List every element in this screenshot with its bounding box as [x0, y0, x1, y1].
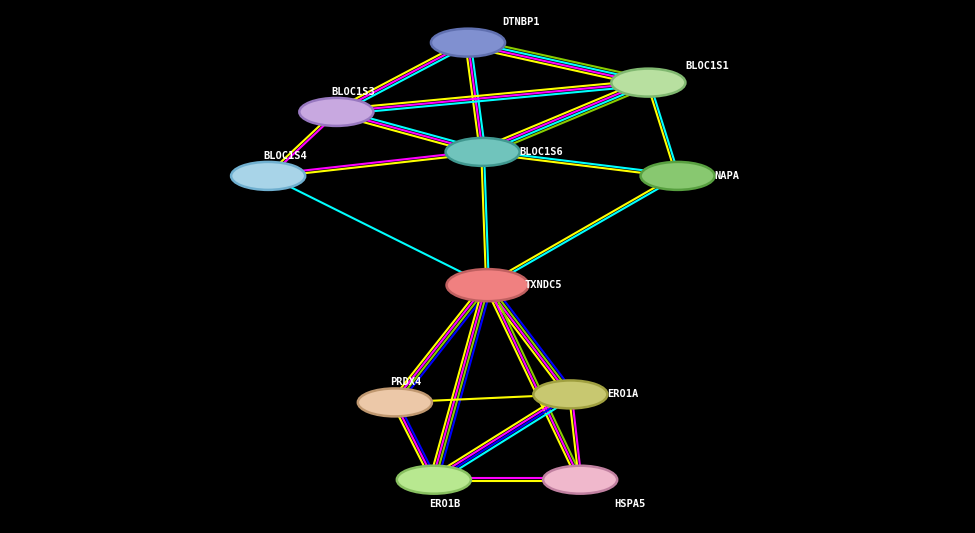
Text: TXNDC5: TXNDC5 — [525, 280, 562, 290]
Text: DTNBP1: DTNBP1 — [502, 18, 539, 27]
Ellipse shape — [611, 69, 685, 96]
Text: ERO1B: ERO1B — [429, 499, 460, 508]
Ellipse shape — [358, 389, 432, 416]
Ellipse shape — [299, 98, 373, 126]
Text: BLOC1S3: BLOC1S3 — [332, 87, 375, 96]
Ellipse shape — [397, 466, 471, 494]
Ellipse shape — [543, 466, 617, 494]
Ellipse shape — [231, 162, 305, 190]
Text: HSPA5: HSPA5 — [614, 499, 645, 508]
Ellipse shape — [447, 269, 528, 301]
Ellipse shape — [533, 381, 607, 408]
Ellipse shape — [431, 29, 505, 56]
Text: BLOC1S4: BLOC1S4 — [263, 151, 307, 160]
Ellipse shape — [641, 162, 715, 190]
Text: ERO1A: ERO1A — [607, 390, 639, 399]
Text: BLOC1S6: BLOC1S6 — [520, 147, 564, 157]
Ellipse shape — [446, 138, 520, 166]
Text: BLOC1S1: BLOC1S1 — [685, 61, 729, 70]
Text: PRDX4: PRDX4 — [390, 377, 421, 387]
Text: NAPA: NAPA — [715, 171, 740, 181]
